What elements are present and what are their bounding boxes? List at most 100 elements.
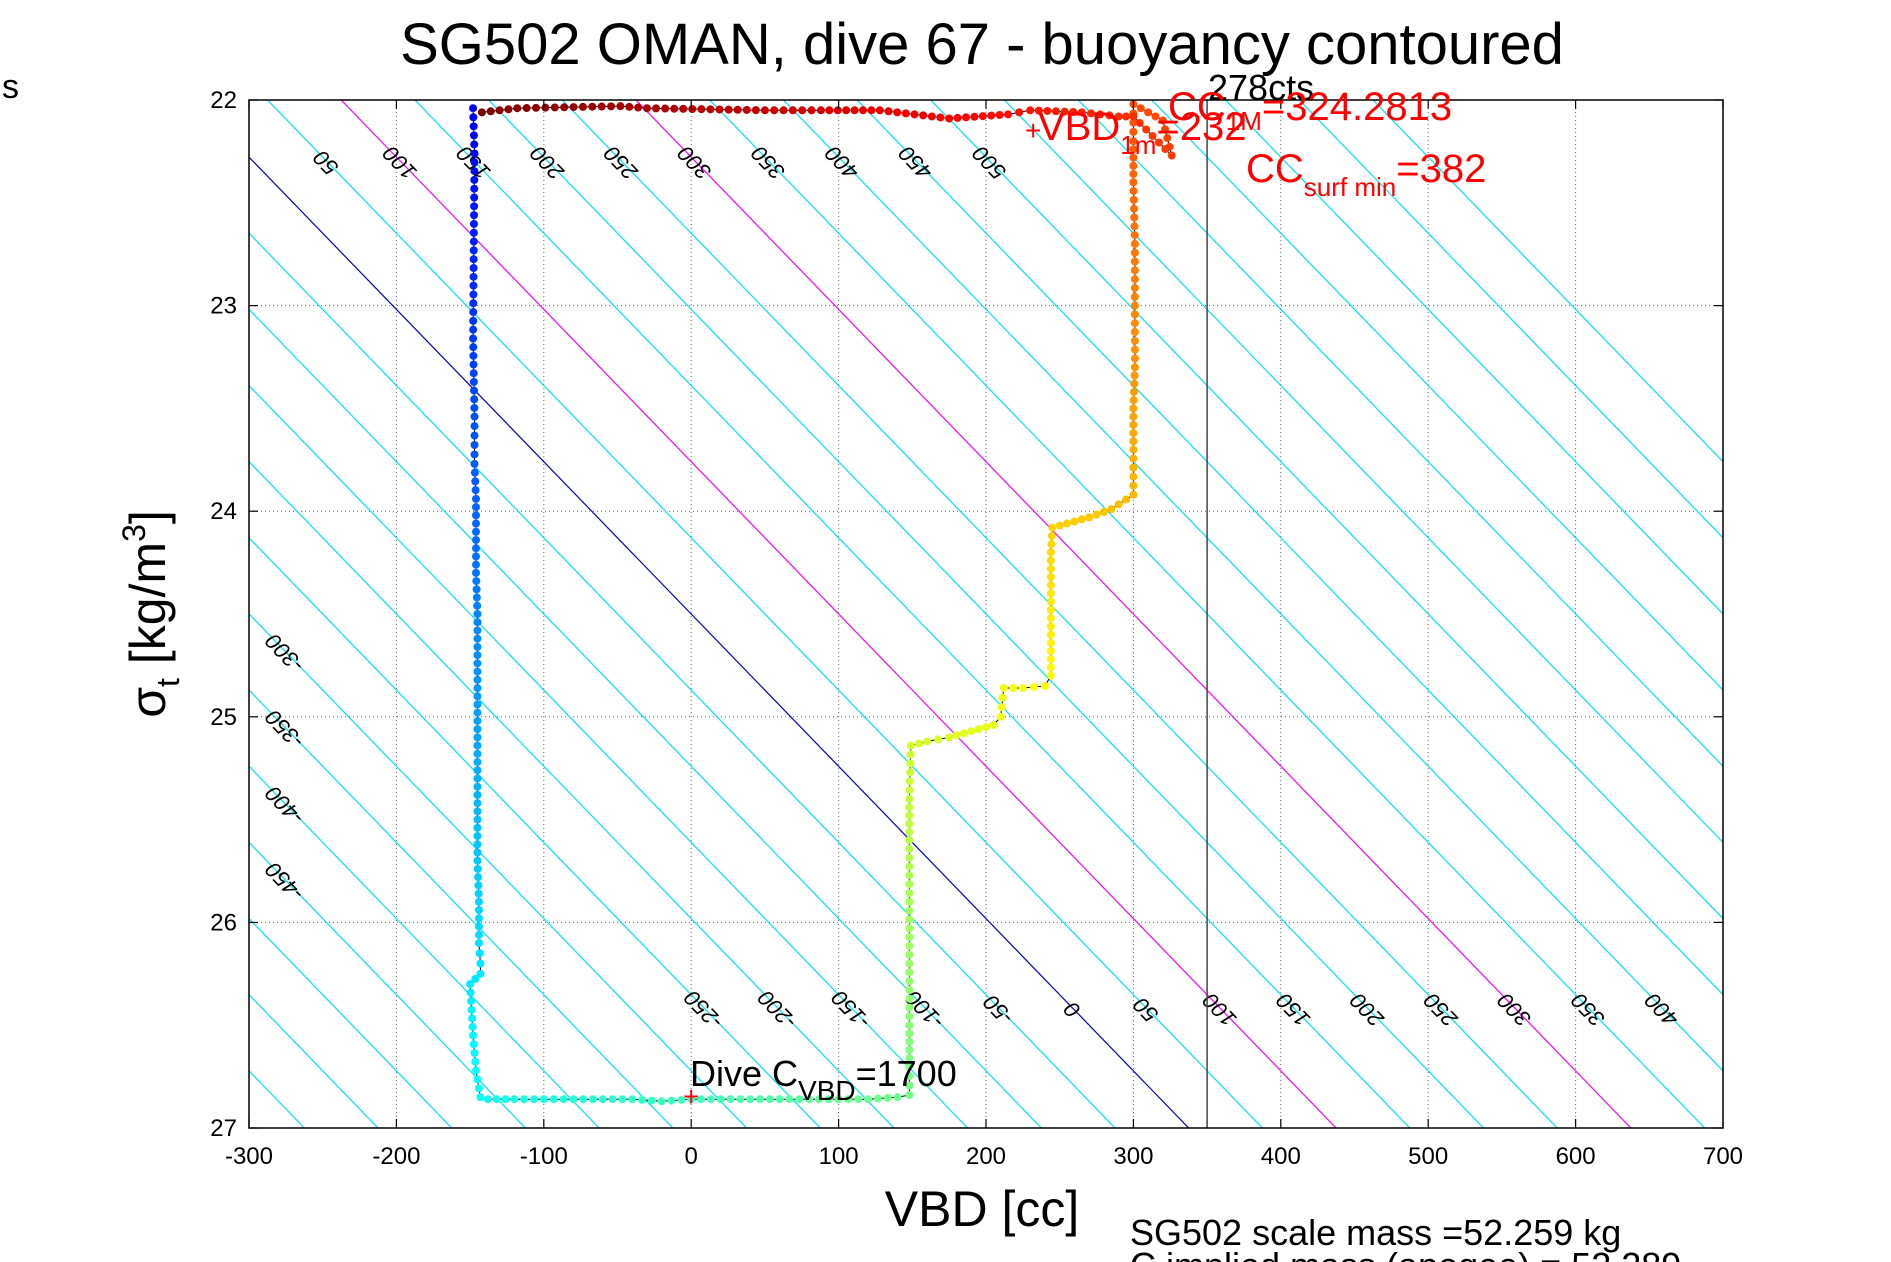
profile-point	[1099, 507, 1108, 516]
profile-point	[775, 1095, 784, 1104]
y-tick-label: 26	[210, 909, 237, 936]
profile-point	[473, 790, 482, 799]
profile-point	[495, 106, 504, 115]
profile-point	[469, 351, 478, 360]
profile-point	[473, 758, 482, 767]
profile-point	[469, 281, 478, 290]
profile-point	[492, 1095, 501, 1104]
axis-ticks: -300 -200 -100 0 100 200 300 400 500 600 700 22 23 24…	[210, 87, 1743, 1170]
chart-title: SG502 OMAN, dive 67 - buoyancy contoured	[400, 12, 1564, 77]
profile-point	[1046, 605, 1055, 614]
profile-point	[1130, 301, 1139, 310]
profile-point	[476, 959, 485, 968]
contour-line	[249, 917, 453, 1128]
profile-point	[549, 1095, 558, 1104]
profile-point	[1122, 112, 1131, 121]
profile-point	[905, 1081, 914, 1090]
profile-point	[469, 308, 478, 317]
profile-point	[670, 104, 679, 113]
profile-point	[1129, 412, 1138, 421]
profile-point	[864, 1095, 873, 1104]
profile-point	[906, 741, 915, 750]
profile-point	[504, 105, 513, 114]
profile-point	[513, 104, 522, 113]
profile-point	[901, 109, 910, 118]
profile-point	[1004, 110, 1013, 119]
contour-line	[249, 841, 526, 1128]
profile-point	[873, 1094, 882, 1103]
profile-point	[625, 102, 634, 111]
profile-point	[1129, 472, 1138, 481]
profile-point	[1129, 437, 1138, 446]
profile-point	[598, 1095, 607, 1104]
profile-point	[1158, 116, 1167, 125]
profile-point	[760, 106, 769, 115]
profile-point	[470, 175, 479, 184]
profile-point	[905, 968, 914, 977]
profile-point	[905, 827, 914, 836]
profile-point	[1046, 614, 1055, 623]
profile-point	[905, 1012, 914, 1021]
profile-point	[715, 105, 724, 114]
profile-point	[974, 725, 983, 734]
profile-point	[1130, 345, 1139, 354]
profile-point	[1046, 671, 1055, 680]
buoyancy-contours	[249, 100, 1723, 1128]
profile-point	[470, 184, 479, 193]
profile-point	[1129, 490, 1138, 499]
profile-point	[914, 739, 923, 748]
profile-point	[814, 1095, 823, 1104]
profile-point	[470, 431, 479, 440]
profile-point	[906, 750, 915, 759]
profile-point	[469, 237, 478, 246]
x-tick-label: -300	[225, 1143, 273, 1170]
contour-line	[249, 460, 895, 1128]
profile-point	[471, 974, 480, 983]
profile-point	[905, 853, 914, 862]
contour-line	[1077, 100, 1723, 768]
profile-point	[471, 568, 480, 577]
profile-point	[1129, 387, 1138, 396]
profile-point	[473, 766, 482, 775]
profile-point	[474, 889, 483, 898]
y-tick-label: 27	[210, 1115, 237, 1142]
contour-line	[249, 765, 600, 1128]
annotations: 278cts CC1M=324.2813 VBD1m=232 CCsurf mi…	[690, 67, 1486, 1106]
profile-point	[501, 1095, 510, 1104]
profile-point	[634, 103, 643, 112]
profile-point	[473, 626, 482, 635]
profile-point	[1129, 112, 1138, 121]
profile-point	[1130, 354, 1139, 363]
profile-point	[579, 1095, 588, 1104]
profile-point	[474, 914, 483, 923]
profile-point	[842, 106, 851, 115]
profile-point	[1029, 682, 1038, 691]
x-tick-label: 300	[1113, 1143, 1153, 1170]
profile-point	[532, 103, 541, 112]
profile-point	[905, 924, 914, 933]
profile-point	[1130, 213, 1139, 222]
profile-point	[473, 708, 482, 717]
profile-point	[1015, 108, 1024, 117]
contour-line	[561, 100, 1558, 1128]
profile-point	[588, 1095, 597, 1104]
profile-point	[473, 716, 482, 725]
profile-point	[1129, 445, 1138, 454]
profile-point	[638, 1095, 647, 1104]
annotation-cc-surf-min-sub: surf min	[1304, 172, 1396, 202]
profile-point	[1130, 266, 1139, 275]
profile-point	[875, 106, 884, 115]
profile-point	[473, 864, 482, 873]
profile-point	[471, 511, 480, 520]
profile-point	[473, 741, 482, 750]
profile-point	[905, 880, 914, 889]
profile-point	[724, 105, 733, 114]
profile-point	[472, 593, 481, 602]
profile-point	[905, 889, 914, 898]
profile-point	[520, 1095, 529, 1104]
profile-point	[473, 642, 482, 651]
profile-point	[1092, 510, 1101, 519]
profile-point	[474, 897, 483, 906]
profile-point	[736, 1095, 745, 1104]
profile-point	[1129, 118, 1138, 127]
